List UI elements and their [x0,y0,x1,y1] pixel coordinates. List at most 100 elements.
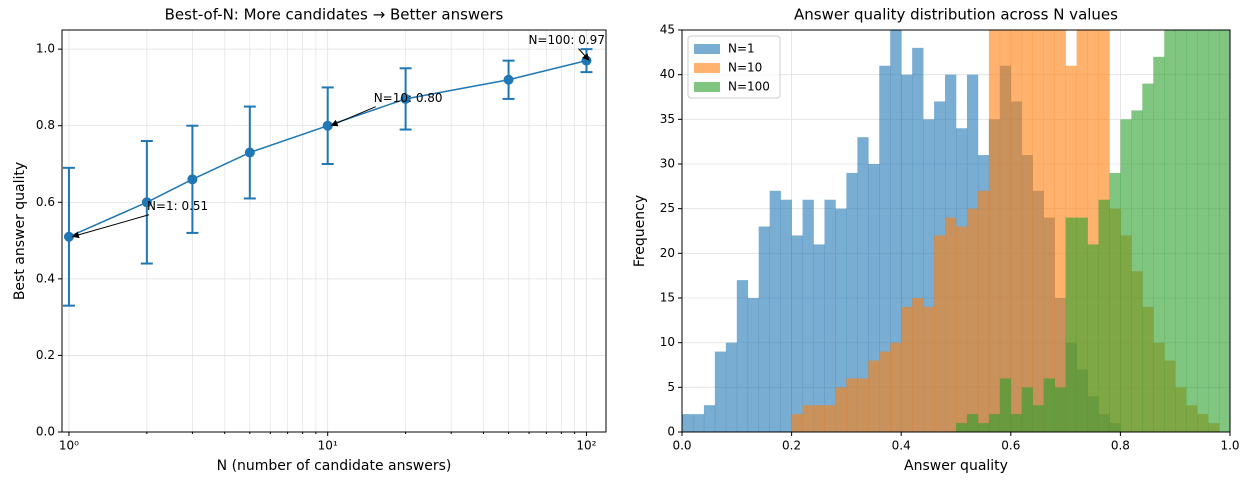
chart-title: Answer quality distribution across N val… [794,6,1118,24]
x-axis-label: N (number of candidate answers) [217,458,452,474]
histogram-bar [1131,110,1143,432]
plot-frame [681,29,1231,433]
histogram-bar [956,423,968,432]
histogram-bar [725,342,738,432]
histogram-bar [868,164,880,432]
y-tick-label: 0.4 [36,271,55,285]
histogram-bar [923,306,935,432]
x-tick-label: 0.8 [1111,439,1130,453]
histogram-bar [769,190,781,432]
point [187,174,198,185]
histogram-bar [966,208,979,432]
histogram-bar [1153,56,1165,432]
y-tick-label: 25 [660,201,675,215]
annotation-arrow [71,214,150,239]
histogram-bar [747,298,760,432]
histogram-bar [868,360,880,432]
histogram-bar [857,137,869,432]
x-tick-label: 10¹ [318,439,338,453]
histogram-bar [912,298,924,432]
histogram-bar [846,378,858,432]
point [400,93,411,104]
x-tick-label: 0.0 [672,439,691,453]
histogram-bar [1065,217,1077,432]
histogram-bar [956,226,968,432]
x-axis-label: Answer quality [904,458,1008,474]
x-tick-label: 0.4 [892,439,911,453]
legend-swatch [694,63,720,73]
histogram-bar [1164,30,1176,432]
legend-label: N=1 [728,42,755,56]
histogram-bar [1120,119,1132,432]
histogram-bar [1098,199,1110,432]
point [63,231,74,242]
histogram-bar [835,387,847,432]
histogram-bar [999,30,1012,432]
y-tick-label: 30 [660,157,675,171]
histogram-bar [1032,30,1044,432]
legend-label: N=10 [728,61,762,75]
y-tick-label: 1.0 [36,42,55,56]
histogram-bar [1186,30,1198,432]
histogram-bar [1032,405,1044,432]
histogram-bar [1109,172,1121,432]
histogram-bar [791,235,803,432]
histogram-bar [912,47,924,432]
histogram-bar [977,423,990,432]
y-tick-label: 0.0 [36,425,55,439]
histogram-bar [813,244,825,432]
y-tick-label: 40 [660,67,675,81]
histogram-bar [758,226,770,432]
histogram-bar [835,208,847,432]
histogram-bar [988,30,1001,432]
histogram-bar [890,30,902,432]
histogram-bar [879,65,891,432]
histogram-bar [1010,30,1023,432]
histogram-bar [901,306,913,432]
histogram-bar [736,280,749,432]
line [68,59,587,238]
annotation: N=10: 0.80 [374,91,443,105]
histogram-bar [1175,30,1187,432]
point [503,74,514,85]
histogram-bar [977,190,990,432]
x-tick-label: 10⁰ [59,439,79,453]
y-tick-label: 45 [660,23,675,37]
x-tick-label: 1.0 [1220,439,1239,453]
histogram-bar [857,378,869,432]
histogram-bar [901,74,913,432]
y-tick-label: 35 [660,112,675,126]
point [322,120,333,131]
legend-swatch [694,44,720,54]
y-tick-label: 20 [660,246,675,260]
histogram-bar [890,342,902,432]
histogram-bar [1087,244,1099,432]
x-tick-label: 0.6 [1001,439,1020,453]
histogram-bar [1208,30,1220,432]
x-tick-label: 10² [576,439,596,453]
point [244,147,255,158]
histogram-bar [1087,30,1099,432]
histogram-bar [714,351,727,432]
histogram-bar [813,405,825,432]
histogram-bar [682,414,694,432]
histogram-bar [1043,30,1055,432]
y-tick-label: 5 [667,380,675,394]
histogram-bar [1054,387,1066,432]
annotation: N=100: 0.97 [528,33,605,47]
histogram-bar [824,405,836,432]
histogram-bar [1076,217,1088,432]
histogram-bar [934,235,946,432]
histogram-bar [1021,30,1034,432]
histogram-bar [1054,30,1066,432]
plot-frame [61,29,607,433]
histogram-bar [703,405,716,432]
histogram-bar [1021,387,1034,432]
histogram-bar [1142,83,1154,432]
histogram-bar [999,378,1012,432]
annotation-arrow [578,48,590,61]
y-tick-label: 0.6 [36,195,55,209]
histogram-bar [966,414,979,432]
histogram-bar [1043,378,1055,432]
